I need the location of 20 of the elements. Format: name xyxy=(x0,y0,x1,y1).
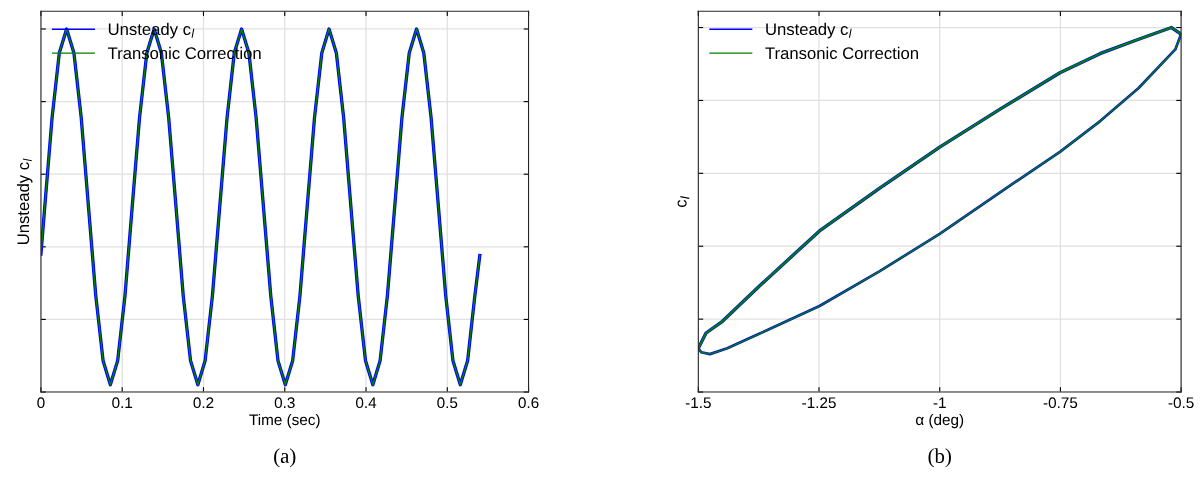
text: (b) xyxy=(928,448,951,468)
legend-label: Unsteady c$_{l}$ xyxy=(766,22,852,39)
x-axis-title: Time (sec) xyxy=(249,413,320,429)
x-tick-label: -1.5 xyxy=(685,397,711,409)
text: (a) xyxy=(274,448,296,468)
x-tick-label: -0.5 xyxy=(1168,397,1194,409)
x-tick-label: 0 xyxy=(37,397,45,409)
x-axis-title: α (deg) xyxy=(915,413,964,429)
y-axis-title: c$_{l}$ xyxy=(677,196,690,208)
x-tick-label: -1.25 xyxy=(802,397,836,409)
legend-label: Transonic Correction xyxy=(765,46,918,60)
x-tick-label: 0.2 xyxy=(193,397,214,409)
x-tick-label: 0.5 xyxy=(437,397,458,409)
x-tick-label: 0.3 xyxy=(274,397,295,409)
x-tick-label: 0.6 xyxy=(518,397,539,409)
x-tick-label: -0.75 xyxy=(1043,397,1078,409)
x-tick-label: 0.4 xyxy=(355,397,377,409)
x-tick-label: -1 xyxy=(933,397,946,408)
x-tick-label: 0.1 xyxy=(112,397,133,409)
y-axis-title: Unsteady c$_{l}$ xyxy=(16,158,33,244)
